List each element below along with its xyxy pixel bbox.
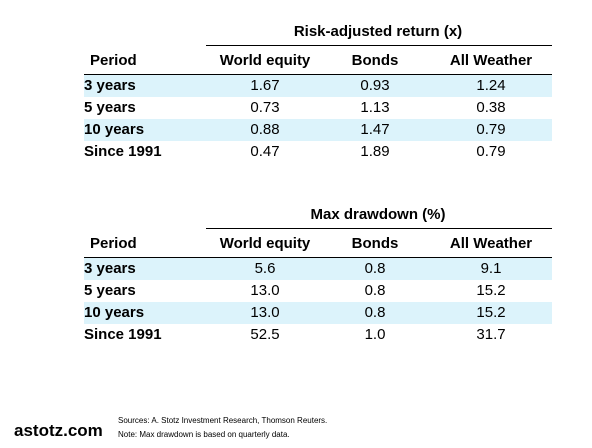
brand-logo-text: astotz.com: [14, 421, 103, 440]
period-cell: Since 1991: [84, 143, 162, 160]
drawdown-note: Note: Max drawdown is based on quarterly…: [118, 430, 290, 439]
column-header-bonds: Bonds: [320, 231, 430, 258]
period-cell: 3 years: [84, 257, 210, 280]
world-equity-cell: 0.47: [250, 143, 280, 160]
table-row: Since 1991 52.5 1.0 31.7: [84, 324, 552, 346]
all-weather-cell: 1.24: [430, 74, 552, 97]
period-cell: 5 years: [84, 99, 136, 116]
world-equity-cell: 5.6: [210, 257, 320, 280]
column-header-world-equity: World equity: [210, 48, 320, 75]
world-equity-cell: 13.0: [250, 282, 280, 299]
column-header-world-equity: World equity: [210, 231, 320, 258]
table-row: 10 years 13.0 0.8 15.2: [84, 302, 552, 324]
max-drawdown-title: Max drawdown (%): [310, 206, 446, 223]
all-weather-cell: 15.2: [476, 282, 506, 299]
footnotes: Sources: A. Stotz Investment Research, T…: [118, 414, 327, 442]
bonds-cell: 0.8: [320, 257, 430, 280]
all-weather-cell: 0.79: [430, 119, 552, 141]
table-row: 3 years 1.67 0.93 1.24: [84, 74, 552, 97]
table-row: 10 years 0.88 1.47 0.79: [84, 119, 552, 141]
bonds-cell: 0.8: [320, 302, 430, 324]
all-weather-cell: 15.2: [430, 302, 552, 324]
table-row: 5 years 0.73 1.13 0.38: [84, 97, 552, 119]
bonds-cell: 1.47: [320, 119, 430, 141]
period-cell: 10 years: [84, 119, 210, 141]
table-row: 3 years 5.6 0.8 9.1: [84, 257, 552, 280]
title-rule: [206, 45, 552, 46]
column-header-bonds: Bonds: [320, 48, 430, 75]
world-equity-cell: 0.73: [250, 99, 280, 116]
bonds-cell: 0.93: [320, 74, 430, 97]
all-weather-cell: 0.38: [476, 99, 506, 116]
column-header-all-weather: All Weather: [430, 48, 552, 75]
bonds-cell: 1.0: [364, 326, 386, 343]
title-rule: [206, 228, 552, 229]
all-weather-cell: 9.1: [430, 257, 552, 280]
bonds-cell: 1.89: [360, 143, 390, 160]
column-header-period: Period: [84, 48, 210, 75]
period-cell: 5 years: [84, 282, 136, 299]
bonds-cell: 0.8: [364, 282, 386, 299]
period-cell: Since 1991: [84, 326, 162, 343]
world-equity-cell: 52.5: [250, 326, 280, 343]
world-equity-cell: 13.0: [210, 302, 320, 324]
period-cell: 10 years: [84, 302, 210, 324]
risk-adjusted-return-title: Risk-adjusted return (x): [293, 23, 463, 40]
bonds-cell: 1.13: [360, 99, 390, 116]
table-row: Since 1991 0.47 1.89 0.79: [84, 141, 552, 163]
all-weather-cell: 31.7: [476, 326, 506, 343]
max-drawdown-table: Period World equity Bonds All Weather 3 …: [84, 231, 552, 346]
risk-adjusted-return-table: Period World equity Bonds All Weather 3 …: [84, 48, 552, 163]
column-header-period: Period: [84, 231, 210, 258]
sources-note: Sources: A. Stotz Investment Research, T…: [118, 416, 328, 425]
world-equity-cell: 1.67: [210, 74, 320, 97]
table-row: 5 years 13.0 0.8 15.2: [84, 280, 552, 302]
header-row: Period World equity Bonds All Weather: [84, 48, 552, 75]
world-equity-cell: 0.88: [210, 119, 320, 141]
header-row: Period World equity Bonds All Weather: [84, 231, 552, 258]
all-weather-cell: 0.79: [476, 143, 506, 160]
period-cell: 3 years: [84, 74, 210, 97]
column-header-all-weather: All Weather: [430, 231, 552, 258]
